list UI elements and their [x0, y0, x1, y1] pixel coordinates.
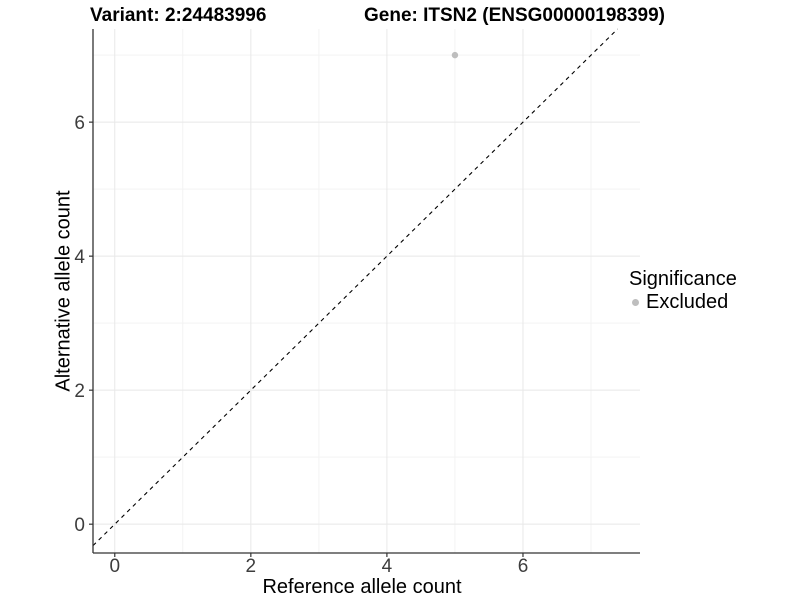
- legend-title: Significance: [629, 268, 737, 290]
- x-tick-label: 2: [246, 556, 257, 577]
- legend-item-excluded: Excluded: [629, 291, 737, 314]
- variant-title: Variant: 2:24483996: [90, 5, 267, 26]
- y-tick-label: 2: [74, 381, 85, 402]
- legend-item-label: Excluded: [646, 291, 729, 313]
- x-tick-label: 4: [382, 556, 393, 577]
- x-axis-label: Reference allele count: [262, 576, 462, 598]
- y-tick-label: 4: [74, 247, 85, 268]
- y-tick-label: 0: [74, 515, 85, 536]
- data-point: [451, 51, 459, 59]
- y-tick-label: 6: [74, 113, 85, 134]
- gene-title: Gene: ITSN2 (ENSG00000198399): [364, 5, 665, 26]
- legend: Significance Excluded: [629, 268, 737, 314]
- panel-background: [93, 29, 640, 553]
- excluded-dot-icon: [632, 299, 639, 306]
- identity-line: [92, 28, 618, 547]
- x-tick-label: 6: [518, 556, 529, 577]
- x-tick-label: 0: [109, 556, 120, 577]
- y-axis-label: Alternative allele count: [52, 190, 75, 392]
